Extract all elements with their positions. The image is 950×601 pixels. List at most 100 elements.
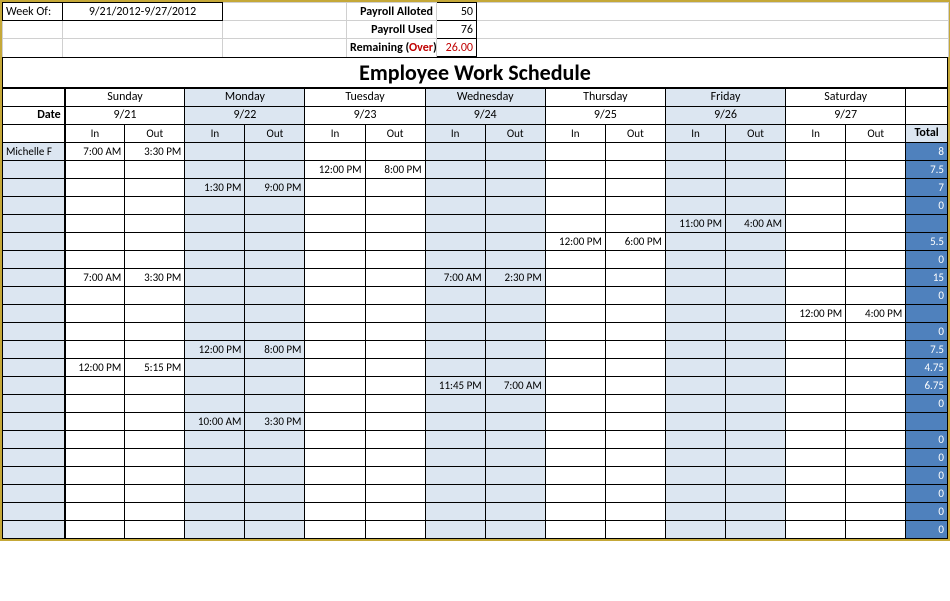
time-cell[interactable] [185,286,245,304]
employee-name[interactable] [3,286,65,304]
time-cell[interactable] [786,322,846,340]
time-cell[interactable] [846,502,906,520]
time-cell[interactable] [605,484,665,502]
time-cell[interactable] [786,142,846,160]
time-cell[interactable] [125,448,185,466]
time-cell[interactable] [425,394,485,412]
time-cell[interactable] [185,160,245,178]
time-cell[interactable] [185,232,245,250]
time-cell[interactable] [365,340,425,358]
time-cell[interactable] [786,232,846,250]
time-cell[interactable] [665,178,725,196]
time-cell[interactable] [846,196,906,214]
time-cell[interactable] [786,214,846,232]
time-cell[interactable] [125,430,185,448]
time-cell[interactable] [786,430,846,448]
time-cell[interactable] [185,502,245,520]
time-cell[interactable] [305,196,365,214]
time-cell[interactable] [245,232,305,250]
time-cell[interactable] [485,340,545,358]
time-cell[interactable] [305,520,365,538]
time-cell[interactable]: 12:00 PM [545,232,605,250]
time-cell[interactable] [125,178,185,196]
time-cell[interactable] [365,394,425,412]
time-cell[interactable]: 12:00 PM [65,358,125,376]
time-cell[interactable] [305,214,365,232]
time-cell[interactable] [485,304,545,322]
time-cell[interactable]: 12:00 PM [305,160,365,178]
time-cell[interactable] [425,250,485,268]
time-cell[interactable] [65,232,125,250]
time-cell[interactable]: 7:00 AM [425,268,485,286]
time-cell[interactable] [185,268,245,286]
time-cell[interactable] [425,358,485,376]
time-cell[interactable] [485,178,545,196]
time-cell[interactable] [65,412,125,430]
time-cell[interactable] [665,484,725,502]
time-cell[interactable] [545,430,605,448]
time-cell[interactable] [305,322,365,340]
time-cell[interactable] [365,520,425,538]
time-cell[interactable] [245,286,305,304]
time-cell[interactable] [605,286,665,304]
time-cell[interactable] [185,466,245,484]
time-cell[interactable] [786,502,846,520]
time-cell[interactable] [245,394,305,412]
employee-name[interactable] [3,232,65,250]
time-cell[interactable] [185,250,245,268]
time-cell[interactable]: 3:30 PM [125,142,185,160]
time-cell[interactable] [425,214,485,232]
time-cell[interactable] [665,322,725,340]
time-cell[interactable] [726,520,786,538]
time-cell[interactable]: 10:00 AM [185,412,245,430]
time-cell[interactable] [786,466,846,484]
time-cell[interactable] [605,268,665,286]
time-cell[interactable] [65,250,125,268]
time-cell[interactable] [726,466,786,484]
time-cell[interactable] [65,466,125,484]
time-cell[interactable]: 11:45 PM [425,376,485,394]
time-cell[interactable] [545,376,605,394]
time-cell[interactable] [485,232,545,250]
time-cell[interactable] [425,286,485,304]
employee-name[interactable] [3,214,65,232]
time-cell[interactable] [605,160,665,178]
time-cell[interactable] [425,412,485,430]
time-cell[interactable] [665,268,725,286]
time-cell[interactable] [485,520,545,538]
time-cell[interactable] [305,394,365,412]
time-cell[interactable] [485,394,545,412]
employee-name[interactable] [3,448,65,466]
time-cell[interactable] [605,304,665,322]
time-cell[interactable] [726,232,786,250]
time-cell[interactable] [545,142,605,160]
time-cell[interactable] [726,484,786,502]
time-cell[interactable] [65,448,125,466]
time-cell[interactable] [485,214,545,232]
time-cell[interactable] [485,430,545,448]
time-cell[interactable] [305,232,365,250]
time-cell[interactable] [425,196,485,214]
time-cell[interactable] [65,394,125,412]
time-cell[interactable] [305,466,365,484]
time-cell[interactable] [305,340,365,358]
time-cell[interactable] [305,448,365,466]
time-cell[interactable] [846,376,906,394]
time-cell[interactable] [846,178,906,196]
time-cell[interactable] [605,178,665,196]
time-cell[interactable] [726,412,786,430]
time-cell[interactable] [726,268,786,286]
time-cell[interactable] [605,142,665,160]
time-cell[interactable] [786,340,846,358]
time-cell[interactable] [786,448,846,466]
time-cell[interactable] [665,448,725,466]
time-cell[interactable] [125,304,185,322]
payroll-used-value[interactable]: 76 [437,21,477,39]
time-cell[interactable] [245,358,305,376]
time-cell[interactable] [305,502,365,520]
employee-name[interactable] [3,160,65,178]
time-cell[interactable] [365,322,425,340]
time-cell[interactable] [545,214,605,232]
time-cell[interactable] [305,178,365,196]
time-cell[interactable] [65,520,125,538]
